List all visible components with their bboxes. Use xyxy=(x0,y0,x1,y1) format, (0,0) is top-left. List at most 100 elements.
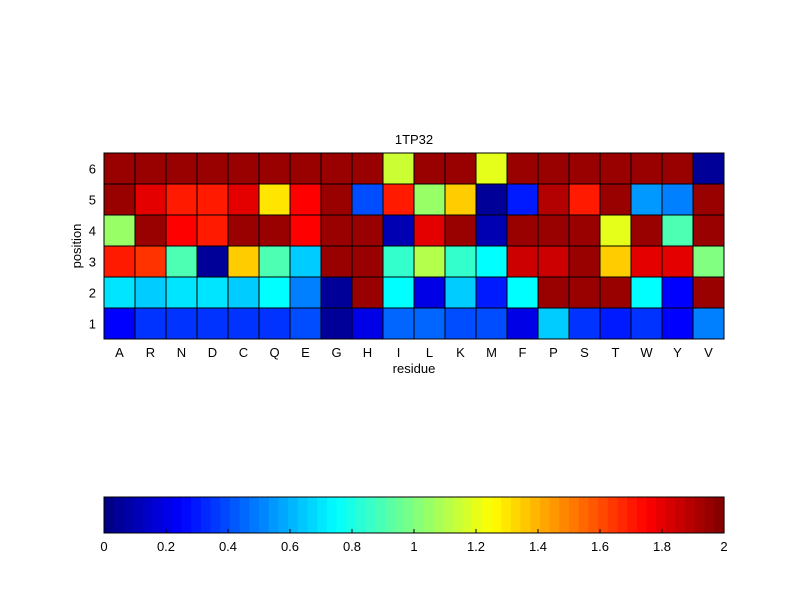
heatmap-cell xyxy=(227,183,260,216)
heatmap-cell xyxy=(196,245,229,278)
heatmap-cell xyxy=(351,307,384,340)
colorbar-swatch xyxy=(617,497,628,533)
heatmap-cell xyxy=(382,152,415,185)
heatmap-cell xyxy=(165,276,198,309)
x-tick-label: P xyxy=(549,345,558,360)
heatmap-cell xyxy=(289,245,322,278)
heatmap-cell xyxy=(165,183,198,216)
heatmap-cell xyxy=(227,214,260,247)
heatmap-cell xyxy=(320,245,353,278)
heatmap-cell xyxy=(568,214,601,247)
heatmap-cell xyxy=(103,152,136,185)
heatmap-cell xyxy=(196,214,229,247)
x-axis-label: residue xyxy=(393,361,436,376)
colorbar-swatch xyxy=(646,497,657,533)
colorbar-swatch xyxy=(229,497,241,533)
colorbar-swatch xyxy=(675,497,686,533)
colorbar-swatch xyxy=(297,497,309,533)
x-tick-label: F xyxy=(519,345,527,360)
x-tick-label: V xyxy=(704,345,713,360)
heatmap-cell xyxy=(444,214,477,247)
heatmap-cell xyxy=(630,152,663,185)
colorbar-swatch xyxy=(588,497,599,533)
x-tick-label: H xyxy=(363,345,372,360)
heatmap-cell xyxy=(444,183,477,216)
colorbar-swatch xyxy=(239,497,250,533)
heatmap-cell xyxy=(599,152,632,185)
heatmap-cell xyxy=(165,214,198,247)
colorbar-swatch xyxy=(162,497,173,533)
heatmap-cell xyxy=(351,183,384,216)
x-tick-label: S xyxy=(580,345,589,360)
colorbar-swatch xyxy=(181,497,192,533)
colorbar-tick-label: 0.4 xyxy=(219,539,237,554)
colorbar-swatch xyxy=(191,497,202,533)
y-tick-label: 4 xyxy=(89,224,96,239)
colorbar-tick-label: 1.6 xyxy=(591,539,609,554)
heatmap-cell xyxy=(599,307,632,340)
heatmap-cell xyxy=(258,183,291,216)
heatmap-cell xyxy=(134,152,167,185)
colorbar-swatch xyxy=(288,497,299,533)
heatmap-cell xyxy=(630,245,663,278)
heatmap-cell xyxy=(661,245,694,278)
heatmap-cell xyxy=(692,276,725,309)
x-tick-label: G xyxy=(331,345,341,360)
heatmap-cell xyxy=(475,183,508,216)
heatmap-cell xyxy=(258,245,291,278)
colorbar-swatch xyxy=(462,497,473,533)
x-tick-label: T xyxy=(612,345,620,360)
heatmap-cell xyxy=(289,152,322,185)
heatmap-cell xyxy=(413,245,446,278)
heatmap-cell xyxy=(568,307,601,340)
colorbar-swatch xyxy=(501,497,512,533)
heatmap-cell xyxy=(630,183,663,216)
colorbar-tick-label: 0.2 xyxy=(157,539,175,554)
heatmap-cell xyxy=(320,183,353,216)
heatmap-cell xyxy=(258,307,291,340)
colorbar-swatch xyxy=(636,497,648,533)
heatmap-cell xyxy=(661,276,694,309)
heatmap-cell xyxy=(382,245,415,278)
colorbar-swatch xyxy=(384,497,396,533)
y-axis-label: position xyxy=(69,224,84,269)
y-tick-label: 2 xyxy=(89,286,96,301)
heatmap-cell xyxy=(506,152,539,185)
colorbar-swatch xyxy=(452,497,464,533)
colorbar-swatch xyxy=(694,497,706,533)
y-axis-ticks: 1 2 3 4 5 6 xyxy=(89,162,96,332)
colorbar-tick-label: 1.4 xyxy=(529,539,547,554)
colorbar-swatch xyxy=(365,497,376,533)
colorbar-swatch xyxy=(123,497,134,533)
heatmap-cell xyxy=(351,245,384,278)
heatmap-cell xyxy=(103,307,136,340)
heatmap-cell xyxy=(351,276,384,309)
heatmap-cell xyxy=(165,307,198,340)
heatmap-cell xyxy=(289,183,322,216)
heatmap-cell xyxy=(382,183,415,216)
x-tick-label: D xyxy=(208,345,217,360)
colorbar-swatch xyxy=(559,497,570,533)
x-tick-label: M xyxy=(486,345,497,360)
heatmap-cell xyxy=(537,214,570,247)
heatmap-cell xyxy=(599,214,632,247)
heatmap-cell xyxy=(258,276,291,309)
heatmap-cell xyxy=(413,183,446,216)
heatmap-cell xyxy=(227,152,260,185)
heatmap-cell xyxy=(382,276,415,309)
heatmap-cell xyxy=(289,214,322,247)
colorbar-swatch xyxy=(142,497,154,533)
colorbar-swatch xyxy=(598,497,609,533)
heatmap-cell xyxy=(289,307,322,340)
colorbar-swatch xyxy=(685,497,696,533)
heatmap-cell xyxy=(351,152,384,185)
x-tick-label: R xyxy=(146,345,155,360)
heatmap-cell xyxy=(196,276,229,309)
colorbar-swatch xyxy=(355,497,367,533)
colorbar-swatch xyxy=(307,497,318,533)
heatmap-cell xyxy=(661,214,694,247)
heatmap-cell xyxy=(258,214,291,247)
heatmap-cell xyxy=(692,245,725,278)
heatmap-cell xyxy=(134,276,167,309)
